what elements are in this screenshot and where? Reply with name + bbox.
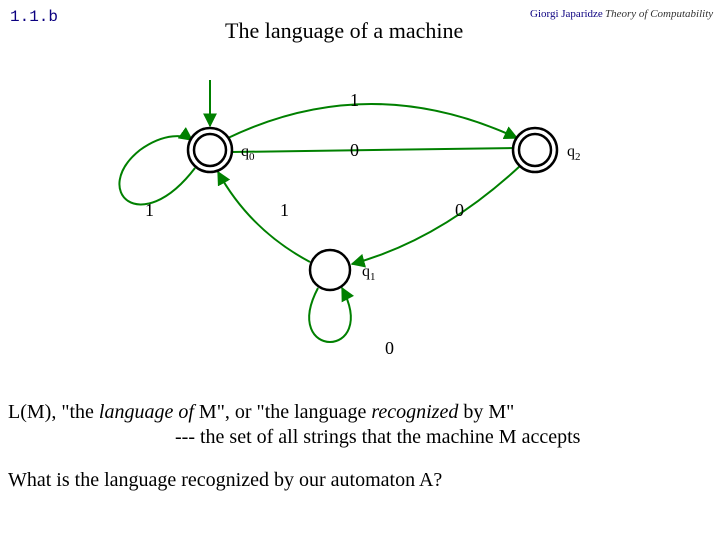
node-q0 bbox=[188, 128, 232, 172]
edge-label-q2-q1: 0 bbox=[455, 200, 464, 221]
edge-q0-q2 bbox=[228, 104, 517, 138]
definition-line-1: L(M), "the language of M", or "the langu… bbox=[8, 400, 514, 425]
node-label-q0: q0 bbox=[241, 143, 255, 163]
edge-q1-loop bbox=[309, 288, 351, 342]
edge-q0-loop bbox=[119, 136, 195, 204]
node-label-q2: q2 bbox=[567, 143, 581, 163]
edge-q0-q1 bbox=[232, 148, 515, 152]
node-q2 bbox=[513, 128, 557, 172]
section-number: 1.1.b bbox=[10, 8, 58, 26]
edge-label-q0-q1: 0 bbox=[350, 140, 359, 161]
edge-q2-q1 bbox=[352, 166, 520, 264]
question-text: What is the language recognized by our a… bbox=[8, 468, 442, 493]
automaton-diagram bbox=[0, 40, 720, 370]
course-name: Theory of Computability bbox=[605, 8, 713, 20]
author-name: Giorgi Japaridze bbox=[530, 8, 603, 20]
node-q1 bbox=[310, 250, 350, 290]
edge-label-q0-loop: 1 bbox=[145, 200, 154, 221]
edge-label-q1-loop: 0 bbox=[385, 338, 394, 359]
node-label-q1: q1 bbox=[362, 263, 376, 283]
edge-label-q0-q2: 1 bbox=[350, 90, 359, 111]
definition-line-2: --- the set of all strings that the mach… bbox=[175, 425, 580, 450]
edge-label-q1-q0: 1 bbox=[280, 200, 289, 221]
edge-q1-q0 bbox=[218, 172, 310, 262]
